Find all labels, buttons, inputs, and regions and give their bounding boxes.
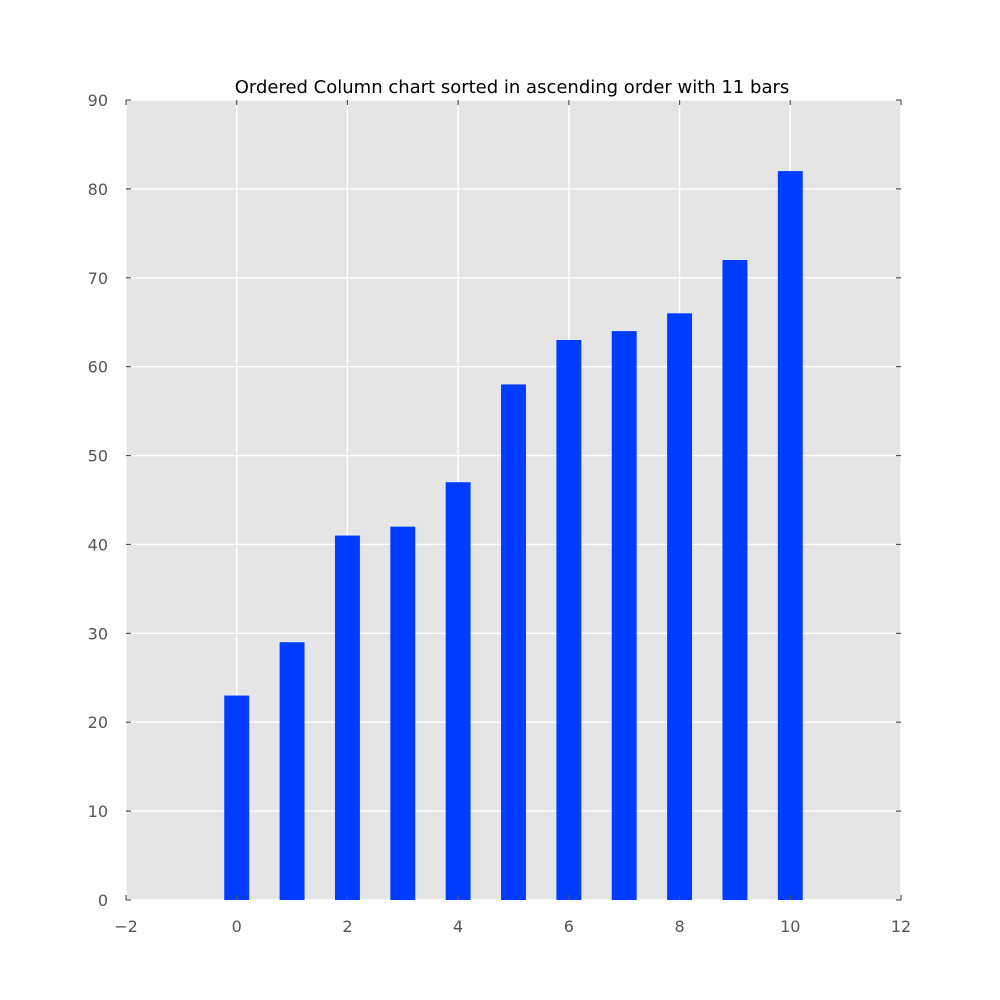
y-tick-label: 20 (88, 713, 108, 732)
y-tick-label: 90 (88, 91, 108, 110)
tick-labels: −2 0 2 4 6 8 10 12 0 10 20 30 40 50 60 70 80 90 (88, 91, 912, 936)
y-tick-label: 60 (88, 358, 108, 377)
bar (390, 526, 416, 900)
x-tick-label: 10 (780, 917, 800, 936)
bars (224, 171, 803, 901)
y-tick-label: 70 (88, 269, 108, 288)
x-tick-label: 12 (891, 917, 911, 936)
chart-title: Ordered Column chart sorted in ascending… (235, 77, 790, 98)
bar (611, 331, 637, 901)
bar (501, 384, 526, 900)
y-tick-label: 10 (88, 802, 108, 821)
bar (279, 642, 305, 900)
axis-ticks (125, 99, 902, 901)
bar (667, 313, 693, 900)
x-tick-label: 6 (564, 917, 574, 936)
y-tick-label: 30 (88, 624, 108, 643)
bar (224, 695, 250, 900)
bar (777, 171, 803, 901)
x-tick-label: 4 (453, 917, 463, 936)
bar (334, 535, 360, 900)
y-tick-label: 0 (98, 891, 108, 910)
x-tick-label: −2 (114, 917, 138, 936)
bar (445, 482, 471, 900)
x-tick-label: 8 (674, 917, 684, 936)
y-tick-label: 40 (88, 535, 108, 554)
y-tick-label: 50 (88, 447, 108, 466)
x-tick-label: 0 (232, 917, 242, 936)
y-tick-label: 80 (88, 180, 108, 199)
bar (722, 260, 748, 900)
bar (556, 340, 582, 900)
x-tick-label: 2 (342, 917, 352, 936)
